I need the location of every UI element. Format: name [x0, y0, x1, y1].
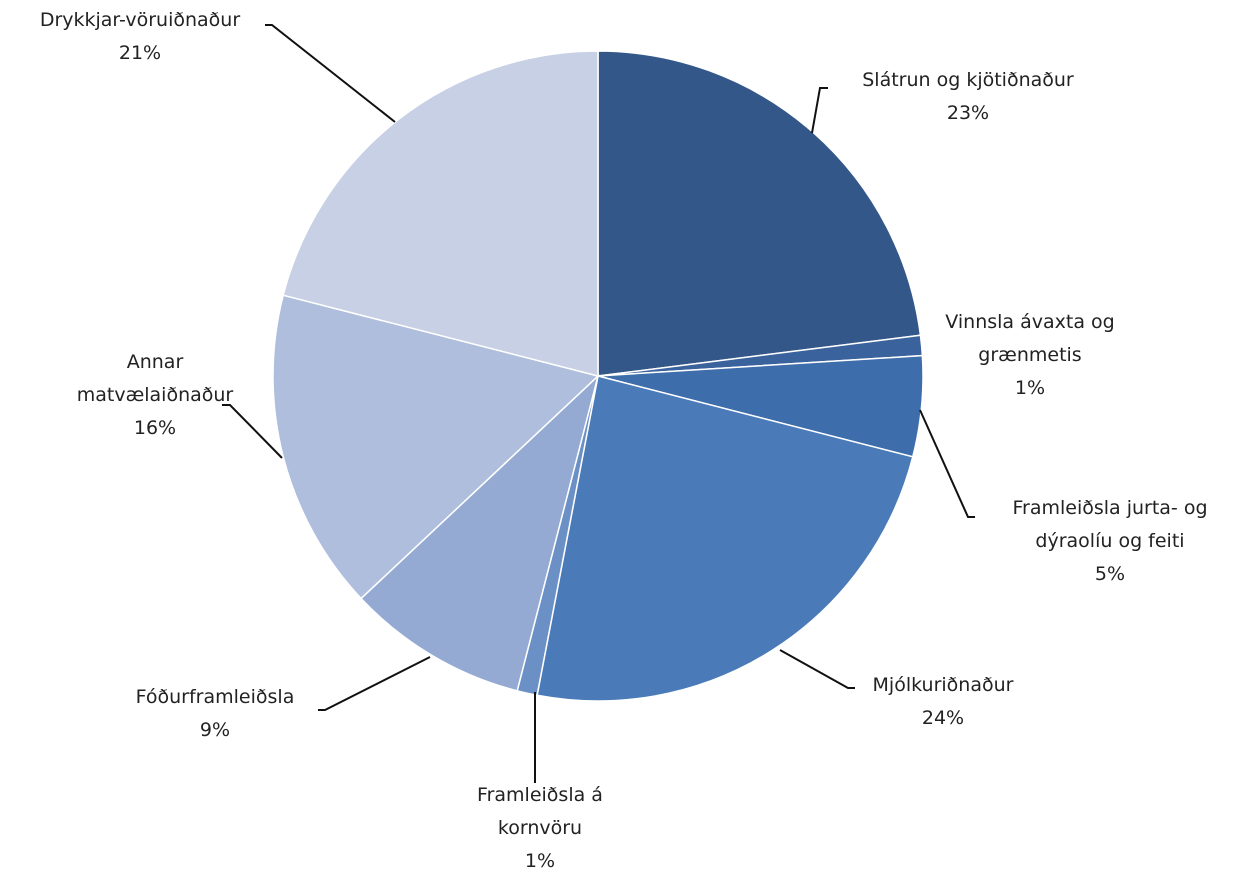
category-label: Mjólkuriðnaður: [872, 674, 1014, 696]
category-label: Annar matvælaiðnaður: [76, 351, 234, 406]
leader-line: [919, 409, 975, 518]
slice-label: Framleiðsla á kornvöru 1%: [450, 779, 630, 874]
value-label: 1%: [524, 850, 556, 872]
leader-line: [811, 87, 828, 134]
pie-slice: [360, 373, 600, 692]
pie-slice: [272, 294, 600, 600]
slice-label: Mjólkuriðnaður 24%: [793, 669, 1093, 735]
category-label: Framleiðsla á kornvöru: [477, 784, 603, 839]
pie-slice: [536, 375, 914, 702]
value-label: 9%: [199, 719, 231, 741]
category-label: Fóðurframleiðsla: [135, 686, 295, 708]
leader-line: [318, 656, 431, 711]
slice-label: Framleiðsla jurta- og dýraolíu og feiti 5…: [985, 492, 1235, 591]
slice-label: Vinnsla ávaxta og grænmetis 1%: [930, 306, 1130, 405]
leader-line: [265, 24, 396, 123]
slice-label: Fóðurframleiðsla 9%: [65, 681, 365, 747]
category-label: Drykkjar-vöruiðnaður: [39, 9, 241, 31]
value-label: 16%: [133, 417, 177, 439]
category-label: Slátrun og kjötiðnaður: [862, 69, 1074, 91]
slice-label: Drykkjar-vöruiðnaður 21%: [0, 4, 290, 70]
value-label: 1%: [1014, 377, 1046, 399]
value-label: 23%: [946, 102, 990, 124]
value-label: 5%: [1094, 563, 1126, 585]
leader-line: [779, 649, 855, 689]
pie-slice: [282, 50, 599, 377]
leader-line: [222, 404, 283, 459]
slice-label: Annar matvælaiðnaður 16%: [73, 346, 238, 445]
value-label: 24%: [921, 707, 965, 729]
slice-label: Slátrun og kjötiðnaður 23%: [808, 64, 1128, 130]
value-label: 21%: [118, 42, 162, 64]
category-label: Vinnsla ávaxta og grænmetis: [945, 311, 1115, 366]
category-label: Framleiðsla jurta- og dýraolíu og feiti: [1012, 497, 1208, 552]
